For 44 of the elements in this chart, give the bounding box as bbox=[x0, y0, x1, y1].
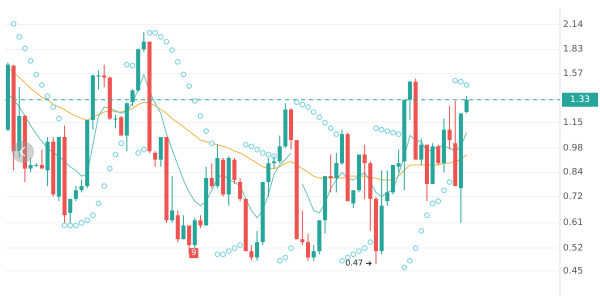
y-tick-label: 0.61 bbox=[563, 218, 584, 228]
candlestick bbox=[113, 114, 118, 129]
candlestick bbox=[448, 105, 452, 150]
candlestick bbox=[119, 115, 124, 136]
candlestick bbox=[266, 157, 270, 198]
candlestick bbox=[198, 214, 202, 229]
y-tick-label: 1.57 bbox=[563, 68, 584, 79]
candlestick bbox=[158, 136, 163, 168]
candlestick bbox=[278, 135, 282, 164]
y-tick-label: 0.52 bbox=[563, 243, 584, 254]
candlestick bbox=[170, 176, 174, 224]
candlestick bbox=[385, 170, 390, 206]
candlestick bbox=[232, 157, 236, 185]
candlestick bbox=[419, 138, 424, 166]
candlestick bbox=[312, 244, 316, 262]
candlestick bbox=[362, 144, 367, 200]
candlestick bbox=[210, 162, 214, 189]
candlestick bbox=[40, 149, 44, 170]
candlestick bbox=[176, 210, 180, 243]
y-tick-label: 1.83 bbox=[563, 44, 584, 55]
candlestick bbox=[74, 186, 78, 202]
candlestick bbox=[102, 64, 106, 88]
y-tick-label: 0.84 bbox=[563, 168, 584, 178]
candlestick bbox=[351, 190, 356, 209]
candlestick bbox=[328, 154, 333, 193]
y-tick-label: 1.15 bbox=[563, 118, 584, 128]
y-tick-label: 2.14 bbox=[563, 20, 584, 30]
candlestick bbox=[142, 32, 146, 52]
annotation: 9 bbox=[191, 248, 196, 258]
candlestick bbox=[436, 144, 440, 166]
annotation: 0.47 bbox=[345, 258, 364, 268]
candlestick bbox=[300, 210, 304, 246]
candlestick bbox=[238, 178, 242, 202]
candlestick bbox=[334, 152, 338, 193]
y-tick-label: 0.98 bbox=[563, 143, 584, 154]
candlestick bbox=[153, 150, 158, 168]
y-tick-label: 0.72 bbox=[563, 192, 584, 202]
candlestick bbox=[249, 244, 254, 262]
y-tick-label: 0.45 bbox=[563, 266, 584, 276]
ref-line-label: 1.33 bbox=[570, 95, 590, 106]
candlestick bbox=[80, 180, 84, 193]
candlestick bbox=[306, 233, 310, 262]
candlestick bbox=[181, 214, 186, 240]
candlestick bbox=[255, 230, 260, 262]
